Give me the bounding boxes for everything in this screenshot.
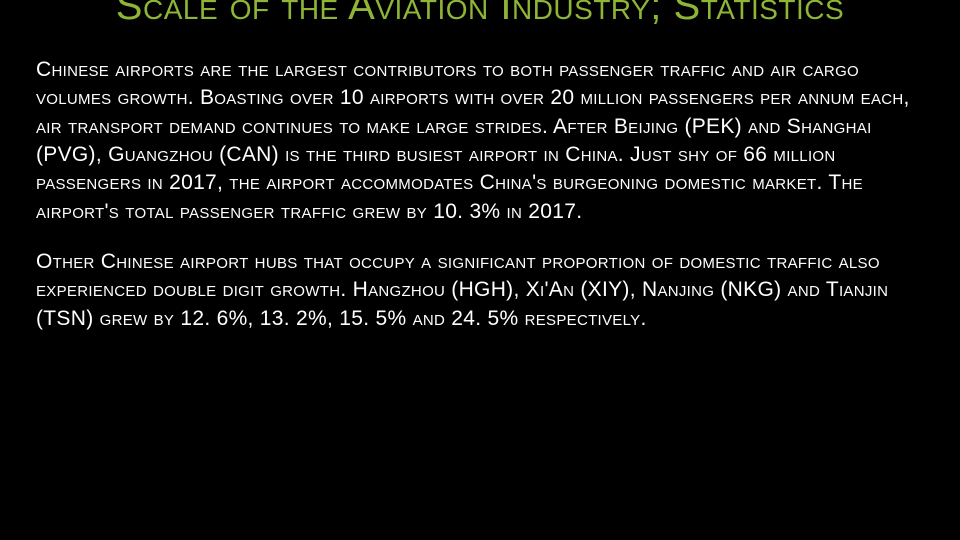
slide: Scale of the Aviation Industry; Statisti… — [0, 0, 960, 524]
paragraph-2: Other Chinese airport hubs that occupy a… — [36, 248, 924, 333]
slide-title: Scale of the Aviation Industry; Statisti… — [36, 0, 924, 28]
paragraph-1: Chinese airports are the largest contrib… — [36, 56, 924, 226]
